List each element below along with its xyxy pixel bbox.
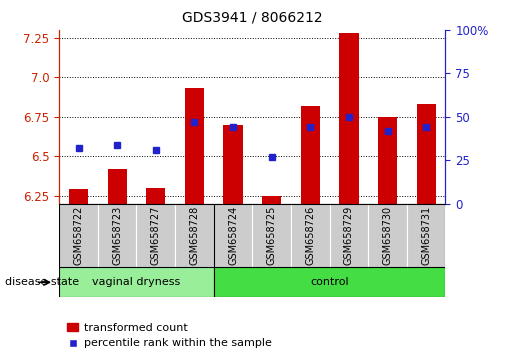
Text: vaginal dryness: vaginal dryness	[92, 277, 181, 287]
Bar	[185, 88, 204, 204]
Bar	[378, 117, 397, 204]
Bar	[330, 204, 368, 267]
Bar	[175, 204, 214, 267]
Bar	[136, 204, 175, 267]
Text: GSM658724: GSM658724	[228, 205, 238, 265]
Text: GSM658729: GSM658729	[344, 205, 354, 265]
Bar	[214, 204, 252, 267]
Bar	[214, 267, 445, 297]
Bar	[108, 169, 127, 204]
Bar	[59, 204, 98, 267]
Text: control: control	[310, 277, 349, 287]
Bar	[417, 104, 436, 204]
Text: GSM658727: GSM658727	[151, 205, 161, 265]
Bar	[301, 106, 320, 204]
Bar	[98, 204, 136, 267]
Bar	[339, 33, 358, 204]
Bar	[368, 204, 407, 267]
Bar	[252, 204, 291, 267]
Text: GSM658726: GSM658726	[305, 205, 315, 265]
Bar	[146, 188, 165, 204]
Text: GSM658723: GSM658723	[112, 205, 122, 265]
Bar	[291, 204, 330, 267]
Bar	[59, 267, 214, 297]
Legend: transformed count, percentile rank within the sample: transformed count, percentile rank withi…	[67, 323, 272, 348]
Text: GDS3941 / 8066212: GDS3941 / 8066212	[182, 11, 323, 25]
Bar	[69, 189, 88, 204]
Bar	[262, 196, 281, 204]
Text: GSM658728: GSM658728	[190, 205, 199, 265]
Text: GSM658725: GSM658725	[267, 205, 277, 265]
Text: GSM658730: GSM658730	[383, 205, 392, 264]
Bar	[407, 204, 445, 267]
Text: disease state: disease state	[5, 277, 79, 287]
Bar	[224, 125, 243, 204]
Text: GSM658722: GSM658722	[74, 205, 83, 265]
Text: GSM658731: GSM658731	[421, 205, 431, 264]
